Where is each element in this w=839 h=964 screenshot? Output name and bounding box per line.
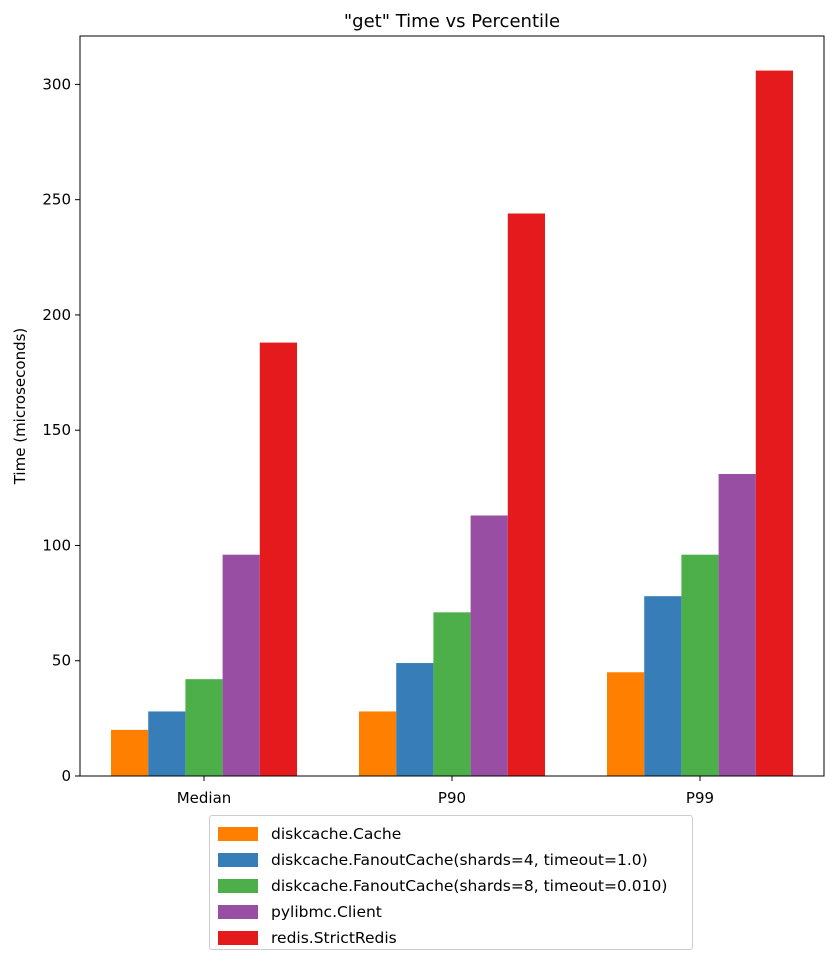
bar-median-series-5 xyxy=(259,342,297,776)
legend-label: diskcache.FanoutCache(shards=8, timeout=… xyxy=(271,877,668,895)
legend-item: diskcache.FanoutCache(shards=4, timeout=… xyxy=(218,847,692,873)
legend-item: redis.StrictRedis xyxy=(218,925,692,951)
bar-median-series-2 xyxy=(148,711,186,776)
legend-label: diskcache.Cache xyxy=(271,825,402,843)
legend-swatch xyxy=(218,931,258,945)
legend-label: pylibmc.Client xyxy=(271,903,382,921)
legend-item: diskcache.FanoutCache(shards=8, timeout=… xyxy=(218,873,692,899)
y-tick-label: 300 xyxy=(42,75,71,93)
y-tick-label: 150 xyxy=(42,421,71,439)
legend-label: diskcache.FanoutCache(shards=4, timeout=… xyxy=(271,851,648,869)
bar-p99-series-4 xyxy=(718,474,756,776)
y-tick-label: 100 xyxy=(42,536,71,554)
legend-swatch xyxy=(218,879,258,893)
bar-p90-series-2 xyxy=(396,663,434,776)
bar-p90-series-5 xyxy=(507,213,545,776)
x-tick-label: Median xyxy=(177,789,232,807)
y-tick-label: 50 xyxy=(52,652,71,670)
bar-median-series-1 xyxy=(111,729,149,776)
axes-layer: 0 50 100 150 200 250 300 Median P90 P99 xyxy=(42,35,825,807)
y-axis-label: Time (microseconds) xyxy=(11,328,29,486)
x-tick-label: P99 xyxy=(686,789,714,807)
legend-swatch xyxy=(218,905,258,919)
bar-p99-series-1 xyxy=(607,672,645,776)
bar-p90-series-1 xyxy=(359,711,397,776)
legend-label: redis.StrictRedis xyxy=(271,929,397,947)
bars-layer xyxy=(111,70,793,776)
legend-swatch xyxy=(218,827,258,841)
bar-p99-series-3 xyxy=(681,554,719,776)
legend: diskcache.Cache diskcache.FanoutCache(sha… xyxy=(209,815,693,950)
legend-swatch xyxy=(218,853,258,867)
bar-median-series-3 xyxy=(185,679,223,776)
bar-p99-series-2 xyxy=(644,596,682,776)
legend-item: pylibmc.Client xyxy=(218,899,692,925)
chart-title: "get" Time vs Percentile xyxy=(344,11,560,32)
y-tick-label: 250 xyxy=(42,191,71,209)
y-tick-label: 200 xyxy=(42,306,71,324)
x-tick-label: P90 xyxy=(438,789,466,807)
bar-p90-series-4 xyxy=(470,515,508,776)
legend-item: diskcache.Cache xyxy=(218,821,692,847)
bar-median-series-4 xyxy=(222,554,260,776)
y-tick-label: 0 xyxy=(61,767,71,785)
bar-p90-series-3 xyxy=(433,612,471,776)
bar-p99-series-5 xyxy=(755,70,793,776)
